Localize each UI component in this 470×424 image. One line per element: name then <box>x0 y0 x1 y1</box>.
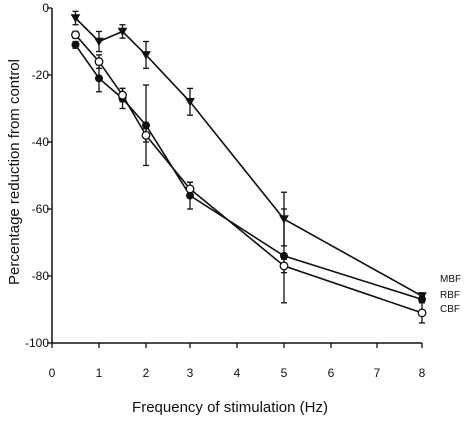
x-tick-label: 2 <box>143 366 150 380</box>
legend-label-rbf: RBF <box>440 290 460 301</box>
data-point-mbf <box>185 98 195 107</box>
data-point-mbf <box>141 51 151 60</box>
data-point-rbf <box>279 251 288 260</box>
y-tick-label: -60 <box>32 202 50 216</box>
series-rbf <box>71 40 426 304</box>
data-point-rbf <box>141 121 150 130</box>
y-axis-title: Percentage reduction from control <box>6 59 23 285</box>
y-tick-label: -20 <box>32 68 50 82</box>
legend: MBF RBF CBF <box>440 274 461 315</box>
data-point-mbf <box>94 37 104 47</box>
series-line-rbf <box>74 44 423 301</box>
x-tick-label: 0 <box>49 366 56 380</box>
series-cbf <box>71 30 427 324</box>
legend-label-mbf: MBF <box>440 274 461 285</box>
series-line-mbf <box>74 17 423 297</box>
axes: 0 -20 -40 -60 -80 -100 0 1 2 3 4 5 6 7 8 <box>25 1 426 380</box>
data-point-cbf <box>185 184 195 194</box>
data-point-rbf <box>417 295 426 304</box>
x-tick-label: 5 <box>281 366 288 380</box>
data-point-rbf <box>71 40 80 49</box>
x-tick-label: 3 <box>187 366 194 380</box>
data-point-cbf <box>94 57 104 67</box>
legend-label-cbf: CBF <box>440 304 460 315</box>
y-tick-label: -80 <box>32 269 50 283</box>
data-point-cbf <box>141 130 151 140</box>
x-tick-label: 7 <box>374 366 381 380</box>
data-point-cbf <box>71 30 80 40</box>
data-point-mbf <box>70 14 81 23</box>
y-tick-label: 0 <box>42 1 49 15</box>
data-point-cbf <box>417 308 427 318</box>
x-tick-label: 6 <box>328 366 335 380</box>
y-tick-label: -100 <box>25 336 49 350</box>
data-point-cbf <box>118 90 127 100</box>
series-mbf <box>70 10 427 301</box>
series-group <box>70 10 427 324</box>
x-tick-label: 8 <box>419 366 426 380</box>
y-tick-label: -40 <box>32 135 50 149</box>
data-point-cbf <box>279 261 289 271</box>
data-point-mbf <box>117 27 128 37</box>
x-tick-label: 1 <box>96 366 103 380</box>
x-tick-label: 4 <box>234 366 241 380</box>
x-axis-title: Frequency of stimulation (Hz) <box>132 399 328 416</box>
data-point-rbf <box>95 74 104 83</box>
